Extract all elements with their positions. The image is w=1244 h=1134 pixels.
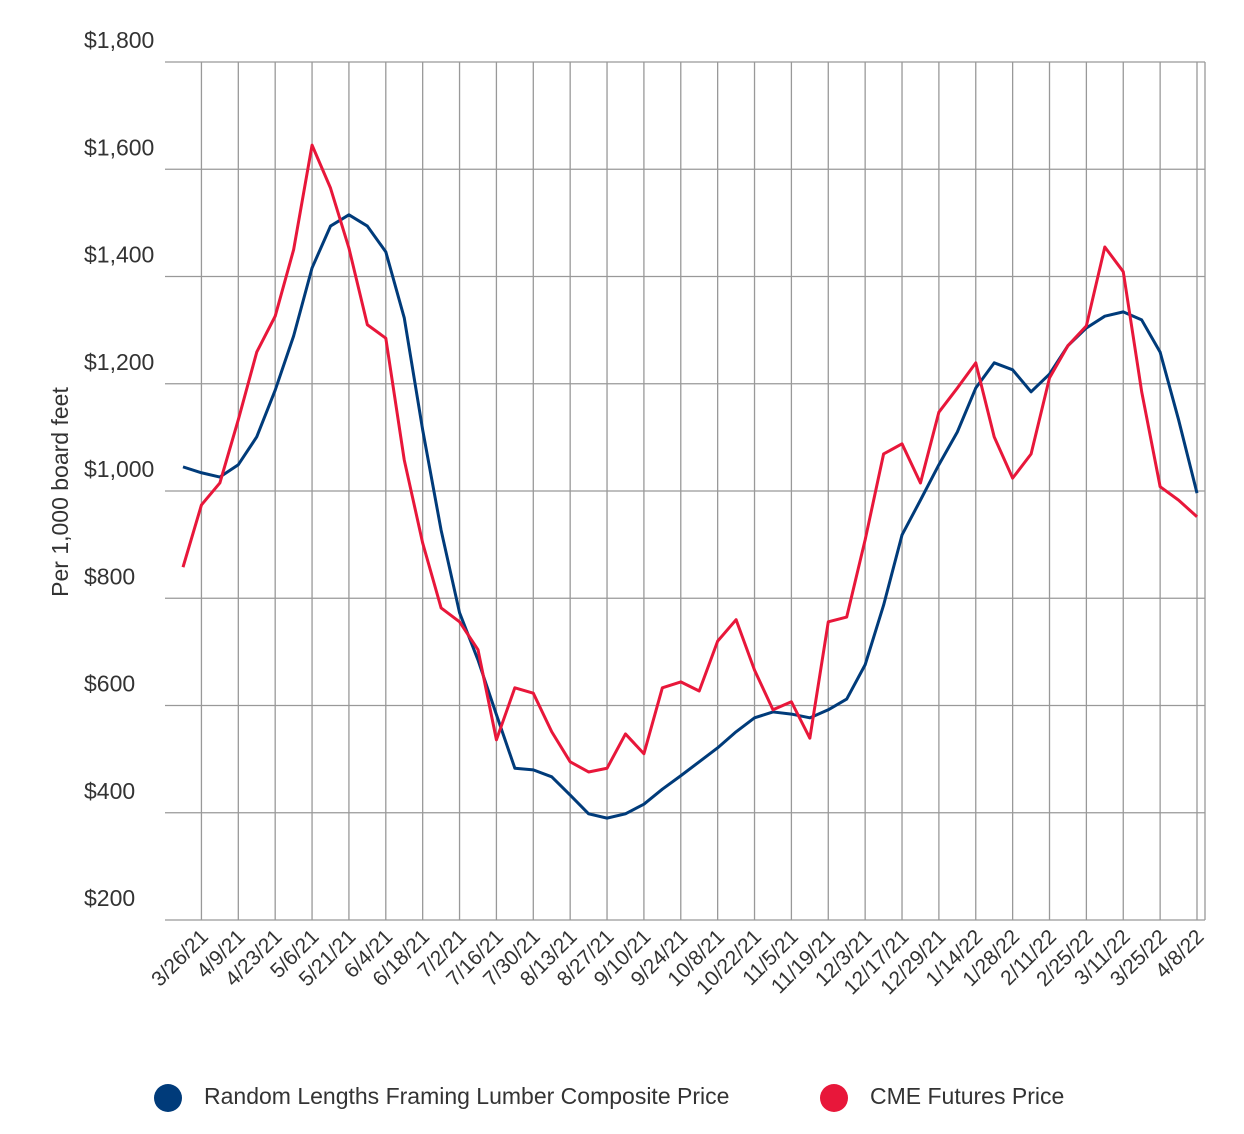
y-tick-label: $1,000: [84, 456, 154, 482]
legend-marker: [820, 1084, 848, 1112]
y-tick-label: $1,400: [84, 242, 154, 268]
y-axis-label: Per 1,000 board feet: [47, 387, 73, 597]
y-tick-label: $600: [84, 671, 135, 697]
y-tick-label: $800: [84, 563, 135, 589]
y-tick-label: $400: [84, 778, 135, 804]
legend-label: Random Lengths Framing Lumber Composite …: [204, 1083, 729, 1109]
y-tick-label: $1,200: [84, 349, 154, 375]
series-line: [181, 143, 1199, 774]
legend-label: CME Futures Price: [870, 1083, 1064, 1109]
y-tick-label: $1,600: [84, 134, 154, 160]
legend-marker: [154, 1084, 182, 1112]
y-tick-label: $1,800: [84, 27, 154, 53]
series-line: [182, 213, 1199, 820]
y-tick-label: $200: [84, 885, 135, 911]
